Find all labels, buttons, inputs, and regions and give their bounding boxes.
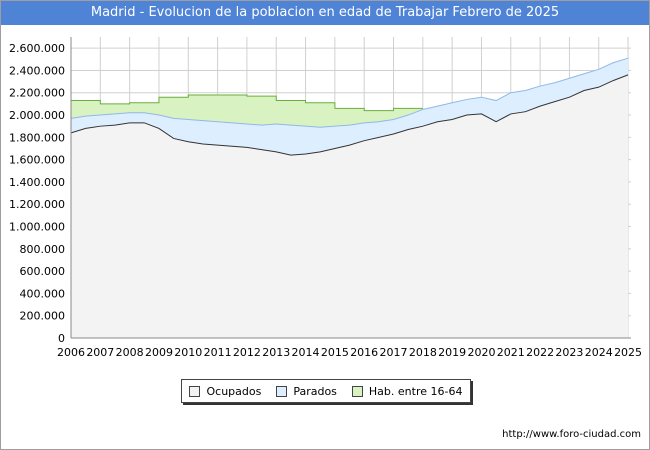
x-tick-label: 2020 bbox=[467, 346, 495, 359]
x-tick-label: 2007 bbox=[86, 346, 114, 359]
source-url[interactable]: http://www.foro-ciudad.com bbox=[502, 429, 641, 440]
x-tick-label: 2016 bbox=[350, 346, 378, 359]
hab-swatch bbox=[351, 385, 363, 397]
x-tick-label: 2013 bbox=[262, 346, 290, 359]
parados-swatch bbox=[276, 385, 288, 397]
x-tick-label: 2025 bbox=[614, 346, 642, 359]
y-tick-label: 800.000 bbox=[20, 243, 66, 256]
y-tick-label: 2.400.000 bbox=[9, 64, 65, 77]
x-tick-label: 2021 bbox=[497, 346, 525, 359]
ocupados-area bbox=[71, 74, 629, 339]
y-tick-label: 600.000 bbox=[20, 265, 66, 278]
ocupados-swatch bbox=[189, 385, 201, 397]
legend-item-ocupados: Ocupados bbox=[189, 385, 261, 398]
series-areas bbox=[70, 57, 629, 339]
x-tick-label: 2017 bbox=[380, 346, 408, 359]
legend-label-parados: Parados bbox=[293, 384, 337, 398]
axes bbox=[70, 37, 631, 339]
x-tick-label: 2019 bbox=[438, 346, 466, 359]
hab-line bbox=[71, 94, 423, 112]
y-tick-label: 1.000.000 bbox=[9, 221, 65, 234]
y-tick-label: 1.400.000 bbox=[9, 176, 65, 189]
legend-item-hab: Hab. entre 16-64 bbox=[351, 384, 463, 398]
y-tick-label: 2.000.000 bbox=[9, 109, 65, 122]
x-tick-label: 2011 bbox=[204, 346, 232, 359]
legend: Ocupados Parados Hab. entre 16-64 bbox=[181, 379, 471, 403]
y-tick-label: 200.000 bbox=[20, 310, 66, 323]
y-tick-label: 2.600.000 bbox=[9, 42, 65, 55]
x-tick-label: 2014 bbox=[292, 346, 320, 359]
ocupados-line bbox=[70, 74, 629, 156]
y-tick-label: 400.000 bbox=[20, 287, 66, 300]
x-tick-label: 2018 bbox=[409, 346, 437, 359]
y-tick-label: 2.200.000 bbox=[9, 87, 65, 100]
x-tick-label: 2023 bbox=[555, 346, 583, 359]
y-tick-label: 0 bbox=[58, 332, 65, 345]
x-tick-label: 2024 bbox=[585, 346, 613, 359]
x-tick-label: 2015 bbox=[321, 346, 349, 359]
x-tick-label: 2009 bbox=[145, 346, 173, 359]
legend-label-hab: Hab. entre 16-64 bbox=[368, 384, 463, 398]
legend-label-ocupados: Ocupados bbox=[206, 384, 262, 398]
y-tick-label: 1.600.000 bbox=[9, 154, 65, 167]
legend-item-parados: Parados bbox=[276, 385, 337, 398]
parados-line bbox=[70, 57, 629, 128]
x-tick-label: 2012 bbox=[233, 346, 261, 359]
x-tick-label: 2022 bbox=[526, 346, 554, 359]
y-tick-label: 1.800.000 bbox=[9, 131, 65, 144]
x-tick-label: 2006 bbox=[57, 346, 85, 359]
y-tick-label: 1.200.000 bbox=[9, 198, 65, 211]
tick-labels: 0 200.000 400.000 600.000 800.000 1.000.000 1.… bbox=[9, 42, 642, 359]
x-tick-label: 2010 bbox=[174, 346, 202, 359]
chart-title: Madrid - Evolucion de la poblacion en ed… bbox=[1, 1, 649, 25]
x-tick-label: 2008 bbox=[116, 346, 144, 359]
